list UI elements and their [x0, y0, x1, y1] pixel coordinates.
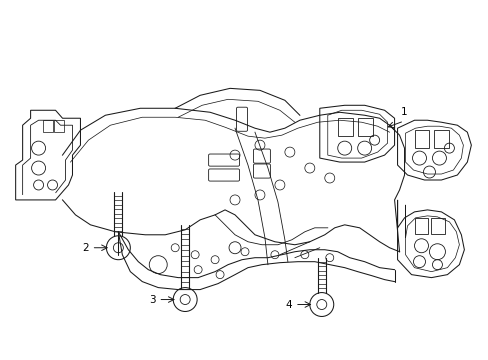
Bar: [337, 118, 352, 136]
Ellipse shape: [106, 236, 130, 260]
Bar: [42, 120, 52, 132]
Text: 3: 3: [149, 294, 156, 305]
Bar: [414, 218, 427, 234]
Text: 1: 1: [400, 107, 407, 117]
Bar: [430, 218, 445, 234]
Bar: [433, 130, 448, 148]
Text: 2: 2: [82, 243, 89, 253]
Bar: [414, 130, 428, 148]
Text: 4: 4: [285, 300, 292, 310]
Bar: [53, 120, 63, 132]
Ellipse shape: [309, 293, 333, 316]
Bar: [357, 118, 372, 136]
Ellipse shape: [173, 288, 197, 311]
